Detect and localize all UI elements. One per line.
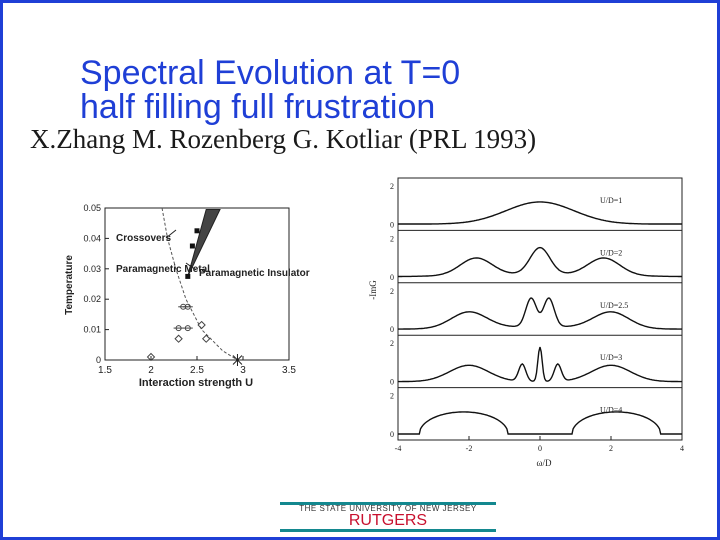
- phase-point-diamond: [146, 352, 156, 362]
- phase-point-diamond: [174, 334, 183, 343]
- footer-bar-top: [280, 502, 496, 505]
- spec-ytick-label: 2: [390, 182, 394, 191]
- spec-ylabel: -ImG: [368, 280, 378, 300]
- phase-point-circle: [184, 303, 191, 310]
- spec-xtick-label: -4: [395, 444, 402, 453]
- spec-xtick-label: 2: [609, 444, 613, 453]
- spec-ytick-label: 2: [390, 392, 394, 401]
- phase-annotation-insulator-text: Paramagnetic Insulator: [199, 268, 310, 279]
- phase-ytick-label: 0.05: [83, 203, 101, 213]
- spec-panel-label: U/D=2.5: [600, 301, 628, 310]
- spec-ytick-label: 2: [390, 234, 394, 243]
- spec-xtick-label: 4: [680, 444, 684, 453]
- phase-ytick-label: 0: [96, 355, 101, 365]
- spec-curve-1: [398, 201, 682, 225]
- phase-point-circle: [175, 325, 182, 332]
- spec-curve-4: [398, 346, 682, 383]
- phase-point-square: [185, 273, 191, 279]
- spec-plot-frame: [397, 177, 683, 441]
- footer-university: THE STATE UNIVERSITY OF NEW JERSEY: [299, 504, 477, 513]
- phase-point-diamond: [197, 320, 206, 330]
- phase-point-square: [194, 228, 200, 234]
- spec-curve-2: [398, 246, 682, 278]
- authors-citation: X.Zhang M. Rozenberg G. Kotliar (PRL 199…: [30, 124, 537, 154]
- phase-ytick-label: 0.04: [83, 233, 101, 243]
- phase-xtick-label: 1.5: [98, 365, 112, 376]
- footer-bar-bottom: [280, 529, 496, 532]
- slide-title-line2: half filling full frustration: [80, 88, 436, 126]
- spec-panel-label: U/D=1: [600, 196, 622, 205]
- crossover-boundary: [161, 207, 238, 361]
- phase-xtick-label: 3.5: [282, 365, 296, 376]
- phase-point-diamond: [201, 334, 211, 343]
- spec-ytick-label: 0: [390, 430, 394, 439]
- phase-ytick-label: 0.01: [83, 325, 101, 335]
- spec-ytick-label: 0: [390, 378, 394, 387]
- insulator-arrow: [185, 262, 197, 271]
- phase-point-square: [189, 243, 195, 249]
- phase-point-circle: [184, 325, 191, 332]
- phase-annotation-metal-text: Paramagnetic Metal: [116, 264, 210, 275]
- spec-panel-label: U/D=3: [600, 353, 622, 362]
- phase-xlabel: Interaction strength U: [139, 377, 253, 389]
- footer-logo-rutgers: RUTGERS: [348, 512, 428, 529]
- spec-xtick-label: 0: [538, 444, 542, 453]
- spec-xlabel: ω/D: [537, 458, 552, 468]
- slide-title-line1: Spectral Evolution at T=0: [80, 54, 461, 92]
- spec-ytick-label: 0: [390, 220, 394, 229]
- spec-ytick-label: 0: [390, 273, 394, 282]
- spec-curve-5: [398, 411, 682, 435]
- phase-annotation-crossovers: Crossovers: [116, 233, 171, 244]
- phase-annotation-metal: Paramagnetic Metal: [116, 264, 210, 275]
- phase-xtick-label: 3: [240, 365, 246, 376]
- phase-xtick-label: 2.5: [190, 365, 204, 376]
- spec-panel-label: U/D=4: [600, 406, 622, 415]
- spec-ytick-label: 2: [390, 339, 394, 348]
- phase-xtick-label: 2: [148, 365, 154, 376]
- spec-panel-label: U/D=2: [600, 248, 622, 257]
- phase-annotation-insulator: Paramagnetic Insulator: [199, 268, 310, 279]
- crossover-arrow: [165, 229, 177, 239]
- spec-curve-3: [398, 297, 682, 330]
- spec-ytick-label: 2: [390, 287, 394, 296]
- phase-ytick-label: 0.03: [83, 264, 101, 274]
- phase-point-star: [231, 354, 244, 366]
- phase-ytick-label: 0.02: [83, 294, 101, 304]
- coexistence-region: [187, 209, 221, 277]
- spec-xtick-label: -2: [466, 444, 473, 453]
- phase-ylabel: Temperature: [64, 255, 75, 315]
- spec-ytick-label: 0: [390, 325, 394, 334]
